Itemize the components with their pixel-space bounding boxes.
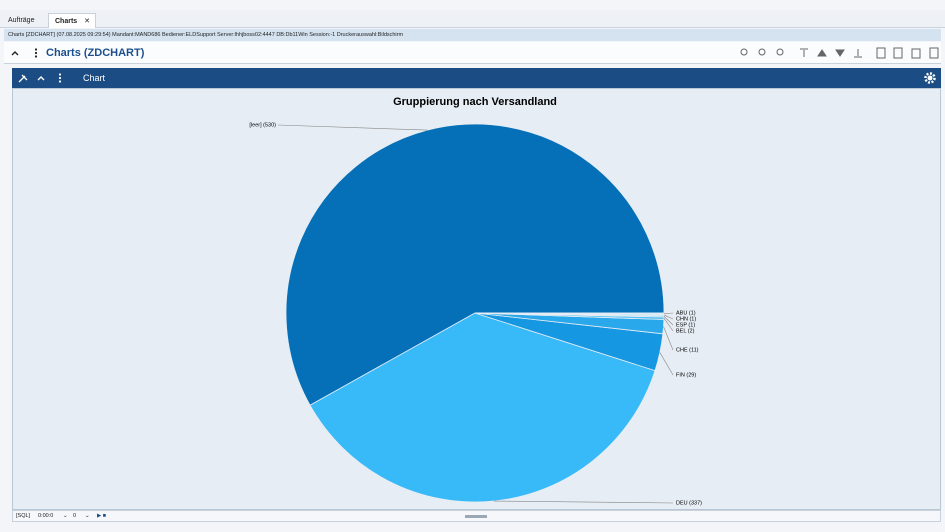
- settings-icon[interactable]: [923, 71, 937, 85]
- close-icon[interactable]: ✕: [84, 18, 90, 25]
- leader-line: [663, 316, 674, 326]
- panel-icons[interactable]: [16, 72, 72, 84]
- tab[interactable]: Aufträge: [8, 17, 35, 24]
- slice-label: DEU (337): [676, 500, 702, 506]
- slice-label: FIN (29): [676, 372, 696, 378]
- tab[interactable]: Charts ✕: [48, 13, 96, 28]
- chart-title: Gruppierung nach Versandland: [393, 96, 557, 108]
- leader-line: [663, 312, 674, 314]
- footer: [SQL] 0:00:0 ⌄ 0 ⌄ ▶ ■: [12, 510, 941, 522]
- slice-label: CHE (11): [676, 347, 699, 353]
- play-button[interactable]: ▶ ■: [97, 513, 107, 519]
- tab-bar: Aufträge Charts ✕: [0, 10, 945, 28]
- leader-line: [493, 500, 674, 504]
- slice-label: BEL (2): [676, 328, 695, 334]
- dropdown[interactable]: ⌄: [63, 513, 68, 519]
- toolbar: Charts (ZDCHART): [4, 42, 941, 64]
- leader-line: [663, 326, 674, 351]
- pie-chart: Gruppierung nach Versandland [leer] (530…: [249, 96, 702, 507]
- pie-slice: [285, 123, 665, 406]
- sql-label: [SQL]: [16, 513, 31, 519]
- tab-label: Charts: [55, 18, 78, 25]
- toolbar-icons[interactable]: [10, 47, 40, 59]
- slice-label: ABU (1): [676, 310, 696, 316]
- slice-label: CHN (1): [676, 316, 696, 322]
- pie-slice: [309, 312, 656, 503]
- resize-handle[interactable]: [465, 515, 487, 518]
- slice-label: ESP (1): [676, 322, 695, 328]
- toolbar-title: Charts (ZDCHART): [46, 47, 145, 59]
- time-field: 0:00:0: [38, 513, 54, 519]
- panel-header: Chart: [12, 68, 941, 88]
- panel-title: Chart: [83, 73, 106, 83]
- leader-line: [277, 124, 428, 131]
- action-icons[interactable]: [734, 46, 939, 60]
- dropdown[interactable]: ⌄: [85, 513, 90, 519]
- field: 0: [73, 513, 77, 519]
- status-line: Charts [ZDCHART] (07.08.2025 09:29:54) M…: [4, 29, 941, 41]
- leader-line: [659, 352, 674, 376]
- slice-label: [leer] (530): [249, 122, 276, 128]
- chart-area: Gruppierung nach Versandland [leer] (530…: [12, 88, 941, 510]
- leader-line: [663, 318, 674, 332]
- leader-line: [663, 314, 674, 320]
